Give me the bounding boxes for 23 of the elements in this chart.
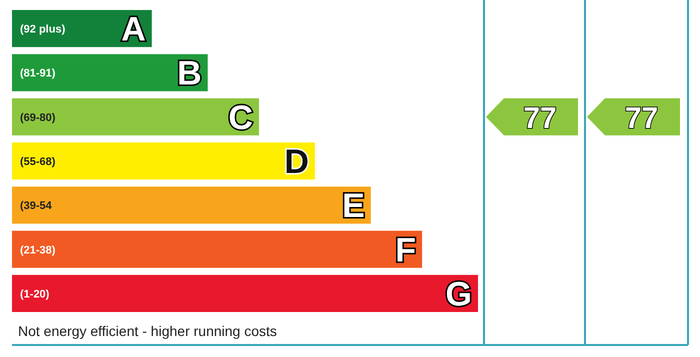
bar (12, 142, 315, 180)
bar (12, 98, 259, 136)
text: Not energy efficient - higher running costs (18, 323, 277, 339)
annotation: (92 plus) (20, 24, 66, 36)
bar (12, 274, 478, 312)
annotation: (1-20) (20, 288, 50, 300)
annotation: (55-68) (20, 156, 56, 168)
y-tick-label: D (284, 143, 309, 181)
bar (12, 54, 208, 92)
text: 77 (624, 102, 658, 135)
y-tick-label: F (395, 231, 416, 270)
y-tick-label: E (342, 187, 365, 226)
annotation: (69-80) (20, 112, 56, 124)
y-tick-label: A (121, 10, 146, 49)
y-tick-label: G (446, 275, 472, 314)
bar (12, 186, 371, 224)
annotation: (81-91) (20, 68, 56, 80)
annotation: (21-38) (20, 244, 56, 256)
annotation: (39-54 (20, 200, 53, 212)
y-tick-label: C (228, 98, 253, 137)
bar (12, 230, 422, 268)
y-tick-label: B (177, 54, 202, 93)
text: 77 (523, 102, 557, 135)
